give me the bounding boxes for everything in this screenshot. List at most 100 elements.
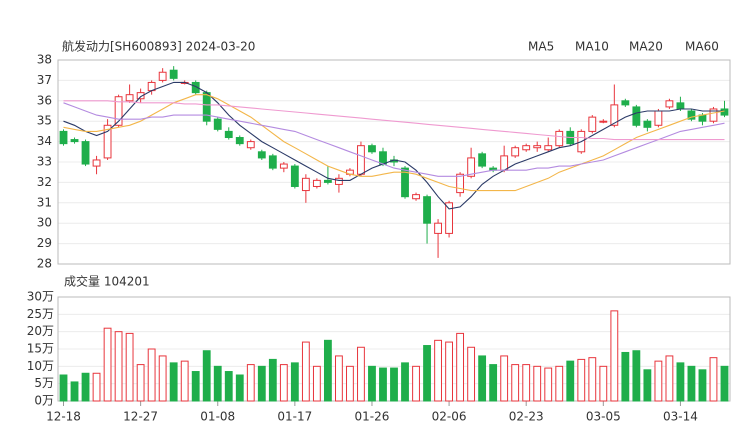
x-tick-label: 12-18: [46, 410, 81, 424]
volume-bar: [445, 341, 453, 402]
candle-body: [191, 81, 200, 94]
candle-body: [643, 120, 652, 128]
price-frame: [57, 59, 731, 265]
volume-bar: [555, 365, 564, 402]
volume-bar: [103, 327, 112, 402]
candle-body: [511, 147, 520, 157]
volume-bar: [357, 346, 365, 402]
candle-body: [720, 108, 729, 116]
candle-body: [632, 106, 641, 126]
volume-bar: [478, 355, 487, 402]
x-tick-label: 01-26: [355, 410, 390, 424]
volume-bar: [224, 371, 233, 402]
candle-body: [544, 145, 553, 151]
candle-body: [665, 100, 674, 108]
volume-bar: [136, 364, 145, 402]
volume-bar: [180, 360, 189, 402]
volume-bar: [412, 365, 420, 402]
candle-body: [434, 222, 442, 234]
y-tick-label: 37: [37, 73, 52, 87]
volume-bar: [81, 372, 90, 402]
candle-body: [500, 155, 509, 171]
volume-bar: [279, 364, 288, 402]
volume-bar: [147, 348, 156, 402]
candle-body: [445, 202, 453, 234]
volume-bar: [720, 365, 729, 402]
volume-tick-label: 25万: [27, 307, 54, 321]
candle-body: [467, 157, 476, 177]
candle-body: [279, 163, 288, 169]
candle-body: [312, 179, 321, 187]
candle-body: [213, 118, 222, 130]
volume-bar: [246, 364, 255, 402]
volume-tick-label: 0万: [34, 394, 54, 408]
candle-body: [610, 104, 619, 126]
volume-bar: [533, 365, 542, 402]
y-tick-label: 30: [37, 216, 52, 230]
x-tick-label: 03-05: [586, 410, 621, 424]
legend-entry: MA5: [528, 40, 554, 54]
y-tick-label: 36: [37, 93, 52, 107]
ma-line: [63, 102, 725, 177]
candle-body: [588, 116, 597, 132]
volume-bar: [169, 362, 178, 402]
candle-body: [81, 141, 90, 165]
y-tick-label: 34: [37, 134, 52, 148]
candle-body: [357, 145, 365, 175]
volume-tick-label: 15万: [27, 342, 54, 356]
legend-entry: MA10: [575, 40, 609, 54]
volume-tick-label: 20万: [27, 324, 54, 338]
y-tick-label: 29: [37, 236, 52, 250]
volume-bar: [312, 365, 321, 402]
volume-bar: [401, 362, 409, 402]
volume-bar: [522, 364, 531, 402]
volume-bar: [621, 351, 630, 402]
candle-body: [70, 139, 79, 143]
candle-body: [687, 110, 696, 120]
candle-body: [456, 173, 465, 194]
y-tick-label: 35: [37, 114, 52, 128]
candle-body: [169, 69, 178, 79]
y-tick-label: 38: [37, 53, 52, 67]
candle-body: [290, 165, 299, 187]
candle-body: [92, 159, 101, 167]
volume-bar: [709, 357, 718, 402]
volume-bar: [544, 367, 553, 402]
candle-body: [235, 137, 244, 145]
volume-bar: [599, 365, 608, 402]
x-tick-label: 02-06: [432, 410, 467, 424]
volume-bar: [643, 369, 652, 402]
volume-bar: [335, 355, 343, 402]
volume-tick-label: 5万: [34, 376, 54, 390]
candle-body: [246, 141, 255, 149]
volume-bar: [59, 374, 68, 402]
volume-bar: [654, 360, 663, 402]
volume-bar: [70, 381, 79, 402]
candle-body: [654, 110, 663, 126]
volume-bar: [676, 362, 685, 402]
volume-bar: [390, 367, 398, 402]
volume-bar: [213, 365, 222, 402]
volume-bar: [235, 374, 244, 402]
volume-bar: [114, 331, 123, 402]
candle-body: [533, 145, 542, 149]
candle-body: [114, 96, 123, 126]
x-tick-label: 02-23: [509, 410, 544, 424]
volume-bar: [257, 365, 266, 402]
volume-bar: [202, 350, 211, 402]
volume-bar: [268, 358, 277, 402]
volume-bar: [290, 362, 299, 402]
candle-body: [676, 102, 685, 110]
y-tick-label: 33: [37, 155, 52, 169]
candle-body: [125, 94, 134, 102]
candle-body: [522, 145, 531, 151]
x-tick-label: 12-27: [123, 410, 158, 424]
volume-bar: [665, 355, 674, 402]
legend-entry: MA20: [629, 40, 663, 54]
volume-bar: [610, 310, 619, 402]
volume-bar: [577, 358, 586, 402]
volume-bar: [566, 360, 575, 402]
volume-bar: [588, 357, 597, 402]
candle-body: [268, 155, 277, 169]
